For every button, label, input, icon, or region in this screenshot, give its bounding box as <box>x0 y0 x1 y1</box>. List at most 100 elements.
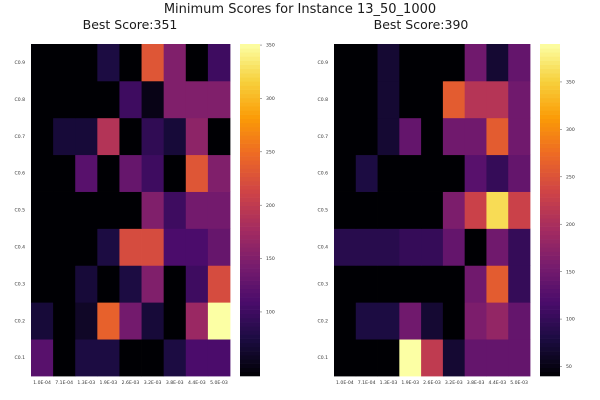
colorbar-segment <box>540 326 560 331</box>
colorbar-segment <box>240 297 260 302</box>
colorbar-segment <box>540 276 560 281</box>
heatmap-cell <box>355 44 378 82</box>
heatmap-cell <box>163 228 187 266</box>
heatmap-cell <box>464 80 487 119</box>
heatmap-cell <box>97 228 120 266</box>
colorbar-tick-label: 100 <box>266 310 275 316</box>
heatmap-cells-right <box>334 44 531 377</box>
heatmap-cell <box>75 154 98 192</box>
colorbar-segment <box>240 77 260 82</box>
colorbar-segment <box>540 185 560 190</box>
colorbar-segment <box>240 234 260 240</box>
y-tick-label: C0.8 <box>317 97 328 103</box>
colorbar-segment <box>540 48 560 53</box>
colorbar-segment <box>240 222 260 227</box>
colorbar-segment <box>240 172 260 178</box>
heatmap-cell <box>464 228 487 266</box>
colorbar-segment <box>240 259 260 265</box>
colorbar-segment <box>540 89 560 95</box>
colorbar-segment <box>240 48 260 53</box>
colorbar-segment <box>540 309 560 315</box>
heatmap-cell <box>207 44 231 82</box>
heatmap-cell <box>53 80 76 119</box>
colorbar-segment <box>240 293 260 298</box>
colorbar-segment <box>240 147 260 153</box>
heatmap-cell <box>141 265 165 303</box>
colorbar-segment <box>540 135 560 140</box>
x-tick-label: 1.9E-03 <box>100 380 118 386</box>
colorbar-segment <box>540 172 560 178</box>
heatmap-cell <box>141 191 165 229</box>
colorbar-segment <box>540 93 560 99</box>
heatmap-cell <box>334 228 357 266</box>
heatmap-cell <box>97 265 120 303</box>
heatmap-cell <box>399 191 422 229</box>
heatmap-cell <box>464 44 487 82</box>
colorbar-segment <box>540 268 560 273</box>
colorbar-segment <box>540 77 560 82</box>
colorbar-segment <box>540 355 560 360</box>
colorbar-segment <box>240 322 260 327</box>
heatmap-cell <box>163 265 187 303</box>
heatmap-cell <box>97 44 120 82</box>
y-tick-label: C0.3 <box>317 281 328 287</box>
heatmap-cell <box>97 339 120 377</box>
colorbar-segment <box>240 210 260 215</box>
heatmap-cell <box>442 154 466 192</box>
heatmap-cell <box>97 191 120 229</box>
heatmap-cell <box>141 154 165 192</box>
heatmap-cell <box>141 228 165 266</box>
heatmap-cell <box>486 265 509 303</box>
colorbar-segment <box>240 251 260 256</box>
heatmap-cell <box>508 80 531 119</box>
heatmap-cell <box>53 339 76 377</box>
colorbar-segment <box>540 243 560 248</box>
colorbar-segment <box>240 226 260 232</box>
heatmap-cell <box>355 302 378 340</box>
x-tick-labels-right: 1.0E-04 7.1E-04 1.3E-03 1.9E-03 2.6E-03 3.2E-… <box>336 380 528 386</box>
heatmap-cell <box>355 191 378 229</box>
colorbar-segment <box>240 218 260 223</box>
colorbar-segment <box>540 371 560 377</box>
heatmap-cell <box>119 339 142 377</box>
heatmap-cell <box>141 302 165 340</box>
colorbar-segment <box>540 127 560 132</box>
heatmap-cell <box>207 117 231 156</box>
colorbar-segment <box>240 139 260 144</box>
colorbar-segment <box>540 205 560 211</box>
colorbar-segment <box>240 342 260 348</box>
colorbar-segment <box>540 317 560 323</box>
colorbar-segment <box>240 330 260 335</box>
colorbar-segment <box>540 226 560 232</box>
colorbar-segment <box>240 197 260 202</box>
y-tick-label: C0.7 <box>14 134 25 140</box>
colorbar-segment <box>540 293 560 298</box>
heatmap-cell <box>486 302 509 340</box>
heatmap-cell <box>185 339 209 377</box>
colorbar-segment <box>540 367 560 373</box>
colorbar-segment <box>240 367 260 373</box>
heatmap-cell <box>442 191 466 229</box>
heatmap-cell <box>334 117 357 156</box>
heatmap-cell <box>486 339 509 377</box>
colorbar-segment <box>540 180 560 186</box>
colorbar-segment <box>240 60 260 66</box>
heatmap-cell <box>53 154 76 192</box>
colorbar-left: 100 150 200 250 300 350 <box>240 43 275 377</box>
colorbar-segment <box>540 346 560 352</box>
y-tick-label: C0.8 <box>14 97 25 103</box>
x-tick-label: 1.3E-03 <box>380 380 398 386</box>
colorbar-segment <box>240 272 260 277</box>
colorbar-segment <box>240 110 260 115</box>
heatmap-cell <box>508 265 531 303</box>
heatmap-cell <box>207 228 231 266</box>
colorbar-segment <box>240 176 260 182</box>
colorbar-segment <box>540 160 560 165</box>
heatmap-cell <box>421 228 444 266</box>
colorbar-segment <box>540 259 560 265</box>
x-tick-label: 4.4E-03 <box>488 380 506 386</box>
colorbar-segment <box>540 284 560 290</box>
colorbar-segment <box>540 280 560 285</box>
heatmap-cell <box>334 302 357 340</box>
heatmap-cell <box>53 191 76 229</box>
